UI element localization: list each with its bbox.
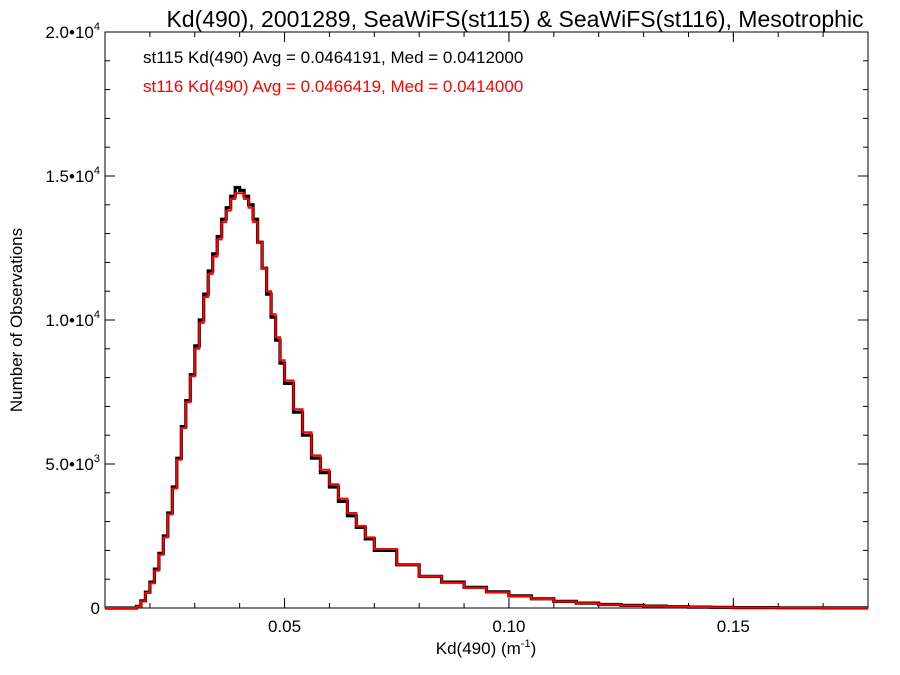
legend-entry-st115: st115 Kd(490) Avg = 0.0464191, Med = 0.0… — [143, 48, 523, 67]
axis-ticks: 0.05 0.10 0.15 0 5.0•103 1.0•104 1.5•104 2.0•10… — [45, 21, 869, 636]
x-tick-label: 0.15 — [717, 617, 750, 636]
x-tick-label: 0.10 — [492, 617, 525, 636]
x-tick-label: 0.05 — [268, 617, 301, 636]
plot-area — [104, 31, 869, 609]
x-axis-label-base: Kd(490) (m — [436, 639, 521, 658]
plot-frame — [104, 31, 869, 609]
series-group — [105, 185, 868, 610]
y-tick-label: 1.0•104 — [45, 309, 100, 330]
y-axis-label: Number of Observations — [7, 228, 26, 412]
chart-title: Kd(490), 2001289, SeaWiFS(st115) & SeaWi… — [166, 6, 863, 32]
y-tick-label: 0 — [91, 599, 100, 618]
y-tick-label: 1.5•104 — [45, 165, 100, 186]
series-line-st115 — [105, 185, 868, 610]
y-tick-label: 5.0•103 — [45, 453, 100, 474]
x-axis-label-exp: -1 — [521, 638, 531, 650]
legend-entry-st116: st116 Kd(490) Avg = 0.0466419, Med = 0.0… — [143, 77, 523, 96]
x-axis-label-close: ) — [531, 639, 537, 658]
series-line-st116 — [105, 192, 868, 609]
x-axis-label: Kd(490) (m-1) — [436, 638, 536, 658]
y-tick-label: 2.0•104 — [45, 21, 100, 42]
